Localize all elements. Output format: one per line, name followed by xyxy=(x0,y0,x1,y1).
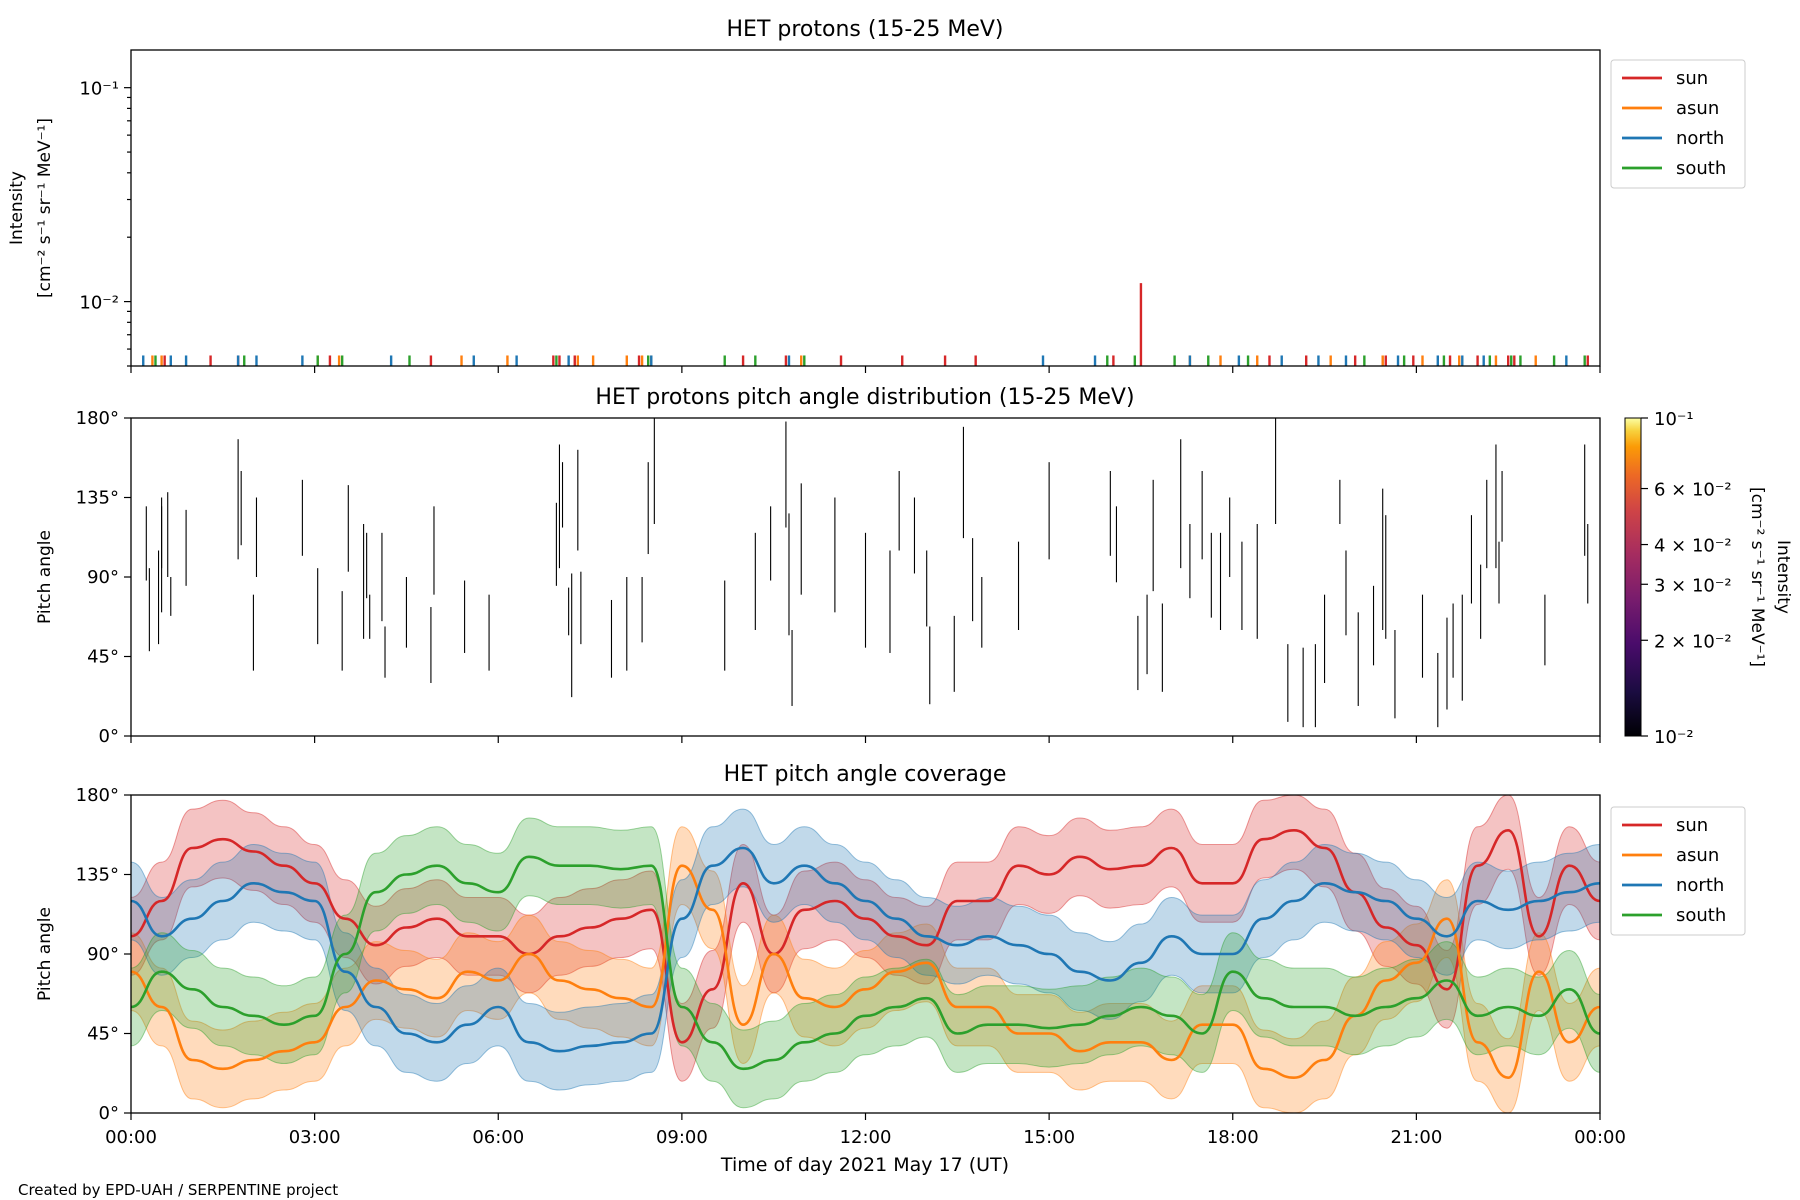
legend-label-north: north xyxy=(1676,128,1724,149)
legend-label-north: north xyxy=(1676,875,1724,896)
coverage-line-south xyxy=(131,855,1600,1071)
colorbar-label-line2: [cm⁻² s⁻¹ sr⁻¹ MeV⁻¹] xyxy=(1747,487,1767,667)
x-tick-label: 00:00 xyxy=(105,1127,157,1148)
x-tick-label: 15:00 xyxy=(1023,1127,1075,1148)
x-tick-label: 00:00 xyxy=(1574,1127,1626,1148)
colorbar-tick-label: 6 × 10⁻² xyxy=(1654,480,1732,501)
coverage-band-asun xyxy=(131,826,1600,1113)
coverage-band-south xyxy=(131,817,1600,1109)
x-tick-label: 06:00 xyxy=(472,1127,524,1148)
panel2-axis-ticks: 0° 45° 90° 135° 180° xyxy=(76,408,1601,747)
x-tick-label: 12:00 xyxy=(840,1127,892,1148)
colorbar: 10⁻¹ 6 × 10⁻² 4 × 10⁻² 3 × 10⁻² 2 × 10⁻² 10⁻²… xyxy=(1624,409,1793,748)
coverage-line-sun xyxy=(131,828,1600,1044)
panel3-ylabel: Pitch angle xyxy=(35,907,55,1001)
x-tick-label: 09:00 xyxy=(656,1127,708,1148)
y-tick-label: 45° xyxy=(87,1024,119,1045)
panel3-legend: sun asun north south xyxy=(1610,806,1746,936)
panel2-title: HET protons pitch angle distribution (15… xyxy=(595,385,1134,410)
coverage-line-north xyxy=(131,846,1600,1053)
panel3-plot-area xyxy=(131,795,1600,1113)
legend-label-sun: sun xyxy=(1676,815,1708,836)
panel1-plot-area xyxy=(142,283,1589,366)
y-tick-label: 0° xyxy=(99,726,119,747)
panel1-frame xyxy=(130,49,1601,367)
x-axis-label: Time of day 2021 May 17 (UT) xyxy=(720,1154,1009,1176)
colorbar-ticks: 10⁻¹ 6 × 10⁻² 4 × 10⁻² 3 × 10⁻² 2 × 10⁻² 10⁻² xyxy=(1641,409,1732,748)
panel1-ylabel-line1: Intensity xyxy=(7,171,27,245)
y-tick-label: 135° xyxy=(76,865,119,886)
legend-label-south: south xyxy=(1676,158,1726,179)
panel1-legend-box xyxy=(1610,59,1746,189)
panel2-plot-area xyxy=(145,418,1589,728)
panel1-axis-ticks: 10⁻¹ 10⁻² xyxy=(79,79,1601,373)
y-tick-label: 10⁻² xyxy=(79,293,119,314)
y-tick-label: 135° xyxy=(76,488,119,509)
panel1-ylabel-line2: [cm⁻² s⁻¹ sr⁻¹ MeV⁻¹] xyxy=(35,118,55,298)
panel3-axis-ticks: 00:00 03:00 06:00 09:00 12:00 15:00 18:00 21:00… xyxy=(76,785,1626,1148)
y-tick-label: 0° xyxy=(99,1103,119,1124)
coverage-line-asun xyxy=(131,864,1600,1080)
y-tick-label: 90° xyxy=(87,944,119,965)
legend-label-south: south xyxy=(1676,905,1726,926)
y-tick-label: 45° xyxy=(87,647,119,668)
panel2-ylabel: Pitch angle xyxy=(35,530,55,624)
colorbar-gradient xyxy=(1624,417,1642,737)
panel3-title: HET pitch angle coverage xyxy=(724,762,1007,787)
y-tick-label: 180° xyxy=(76,785,119,806)
panel1-title: HET protons (15-25 MeV) xyxy=(727,17,1004,42)
colorbar-label-line1: Intensity xyxy=(1773,540,1793,614)
panel-pitch-angle-distribution: HET protons pitch angle distribution (15… xyxy=(35,385,1793,748)
colorbar-tick-label: 4 × 10⁻² xyxy=(1654,536,1732,557)
coverage-band-north xyxy=(131,808,1600,1091)
y-tick-label: 10⁻¹ xyxy=(79,79,119,100)
x-tick-label: 03:00 xyxy=(289,1127,341,1148)
colorbar-tick-label: 10⁻¹ xyxy=(1654,409,1694,430)
x-tick-label: 21:00 xyxy=(1390,1127,1442,1148)
y-tick-label: 180° xyxy=(76,408,119,429)
legend-label-sun: sun xyxy=(1676,68,1708,89)
panel1-legend: sun asun north south xyxy=(1610,59,1746,189)
footer-credit: Created by EPD-UAH / SERPENTINE project xyxy=(18,1181,338,1199)
legend-label-asun: asun xyxy=(1676,98,1719,119)
colorbar-tick-label: 3 × 10⁻² xyxy=(1654,575,1732,596)
colorbar-tick-label: 2 × 10⁻² xyxy=(1654,631,1732,652)
colorbar-tick-label: 10⁻² xyxy=(1654,727,1694,748)
legend-label-asun: asun xyxy=(1676,845,1719,866)
panel3-frame xyxy=(130,794,1601,1114)
panel2-frame xyxy=(130,417,1601,737)
panel3-legend-box xyxy=(1610,806,1746,936)
panel-pitch-angle-coverage: HET pitch angle coverage Pitch angle 00:… xyxy=(35,762,1746,1176)
panel-intensity: HET protons (15-25 MeV) Intensity [cm⁻² … xyxy=(7,17,1746,373)
x-tick-label: 18:00 xyxy=(1207,1127,1259,1148)
y-tick-label: 90° xyxy=(87,567,119,588)
